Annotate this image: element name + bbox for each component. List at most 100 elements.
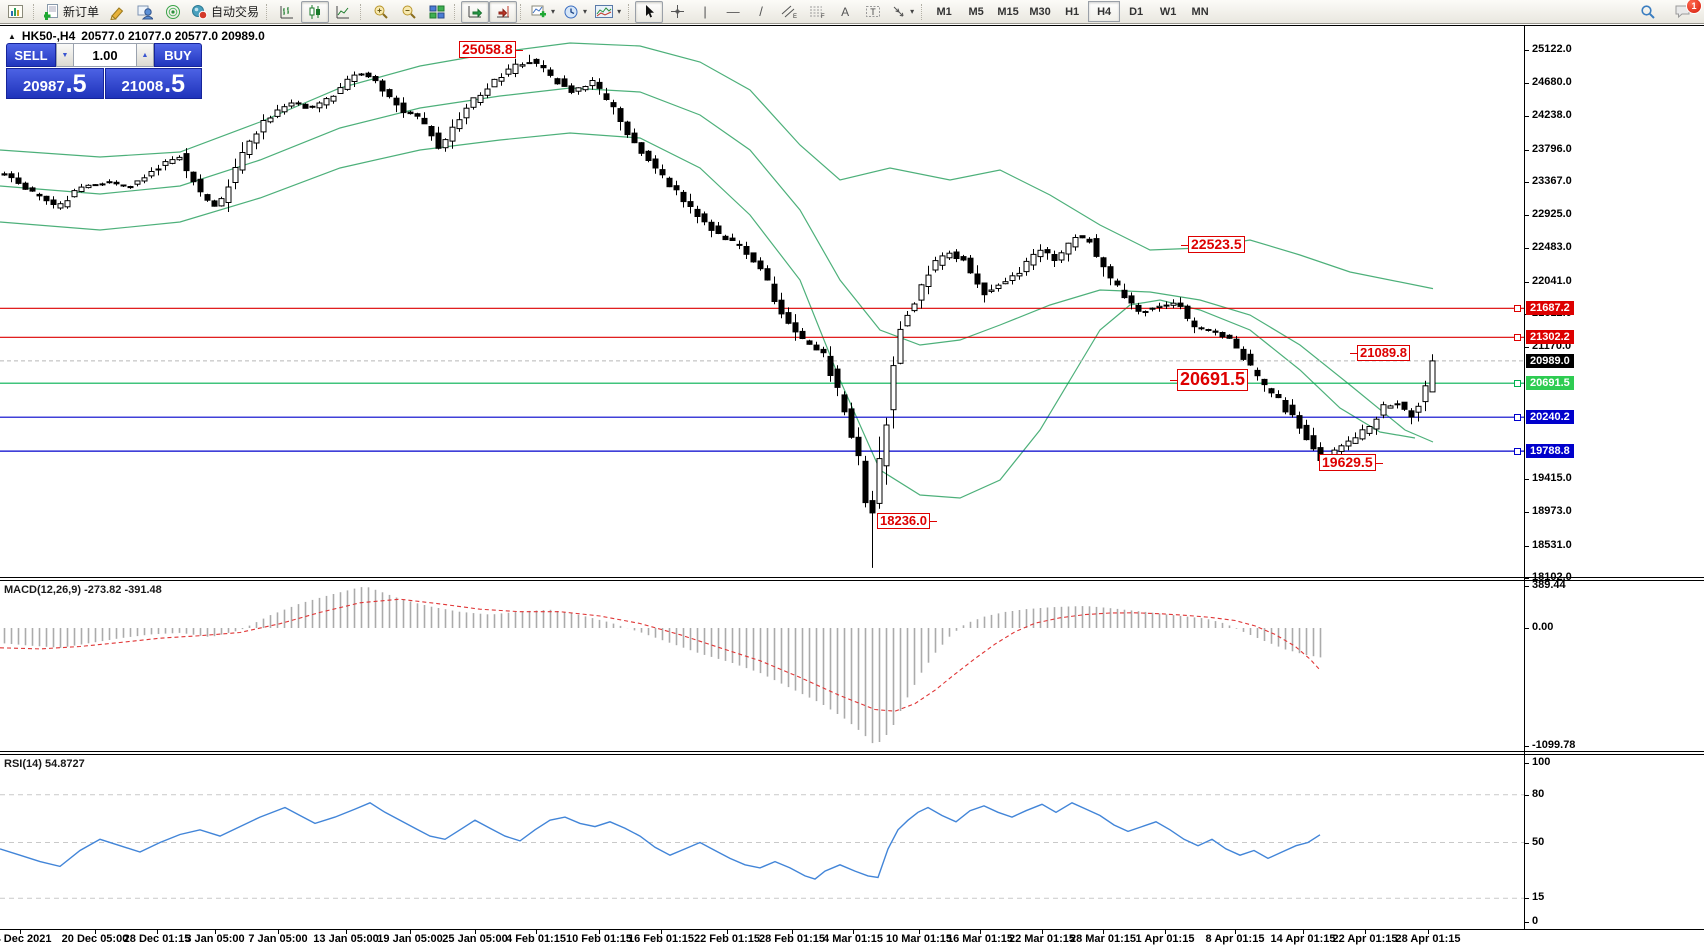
autotrade-button[interactable]: 自动交易 xyxy=(187,1,263,23)
price-axis-label: 22041.0 xyxy=(1532,275,1572,287)
time-axis-label[interactable]: 10 Mar 01:15 xyxy=(885,933,953,945)
chart-price-label[interactable]: 22523.5 xyxy=(1188,236,1245,254)
macd-histogram xyxy=(3,587,1322,744)
time-axis-label[interactable]: 19 Jan 05:00 xyxy=(377,933,443,945)
time-axis-label[interactable]: 4 Mar 01:15 xyxy=(823,933,883,945)
horizontal-line-tool-button[interactable]: — xyxy=(719,1,747,23)
time-axis-label[interactable]: 16 Mar 01:15 xyxy=(946,933,1014,945)
chart-price-label[interactable]: 20691.5 xyxy=(1177,369,1249,391)
chart-price-label[interactable]: 25058.8 xyxy=(459,41,516,59)
timeframe-button-d1[interactable]: D1 xyxy=(1129,5,1144,18)
periods-button[interactable]: ▾ xyxy=(559,1,591,23)
cursor-tool-button[interactable] xyxy=(635,0,664,23)
trendline-tool-button[interactable]: / xyxy=(747,1,775,23)
buy-price[interactable]: 21008.5 xyxy=(104,68,202,99)
time-axis-label[interactable]: 25 Jan 05:00 xyxy=(442,933,508,945)
main-chart-canvas[interactable] xyxy=(0,25,1704,578)
rsi-axis-tick xyxy=(1524,922,1529,923)
collapse-panel-icon[interactable]: ▲ xyxy=(8,31,16,41)
volume-input[interactable] xyxy=(74,43,136,67)
time-axis-label[interactable]: 14 Dec 2021 xyxy=(0,933,52,945)
time-axis-label[interactable]: 22 Apr 01:15 xyxy=(1332,933,1398,945)
time-axis-label[interactable]: 14 Apr 01:15 xyxy=(1270,933,1336,945)
time-axis-label[interactable]: 13 Jan 05:00 xyxy=(313,933,379,945)
time-axis-label[interactable]: 20 Dec 05:00 xyxy=(61,933,129,945)
sell-price[interactable]: 20987.5 xyxy=(6,68,104,99)
macd-signal-line xyxy=(0,598,1321,712)
indicators-button[interactable]: ▾ xyxy=(527,1,559,23)
brush-icon xyxy=(110,6,124,20)
label-tool-button[interactable]: T xyxy=(859,1,887,23)
time-axis-label[interactable]: 22 Mar 01:15 xyxy=(1008,933,1076,945)
time-axis-label[interactable]: 3 Jan 05:00 xyxy=(185,933,245,945)
time-axis-tick xyxy=(599,930,600,934)
time-axis-tick xyxy=(20,930,21,934)
toolbar-separator xyxy=(921,3,925,20)
search-button[interactable] xyxy=(1634,1,1662,23)
time-axis-label[interactable]: 28 Apr 01:15 xyxy=(1395,933,1461,945)
auto-scroll-button[interactable] xyxy=(461,0,490,23)
fibonacci-tool-button[interactable]: F xyxy=(803,1,831,23)
volume-up-button[interactable]: ▲ xyxy=(136,43,154,67)
time-axis-label[interactable]: 28 Mar 01:15 xyxy=(1069,933,1137,945)
rsi-separator-bottom[interactable] xyxy=(0,754,1704,755)
notifications-button[interactable]: 1 xyxy=(1668,0,1702,23)
tile-windows-button[interactable] xyxy=(423,1,451,23)
timeframe-button-mn[interactable]: MN xyxy=(1191,5,1209,18)
chart-shift-button[interactable] xyxy=(489,0,518,23)
chart-price-label[interactable]: 19629.5 xyxy=(1319,454,1376,472)
sell-button[interactable]: SELL xyxy=(6,43,56,67)
signals-button[interactable] xyxy=(159,1,187,23)
buy-button[interactable]: BUY xyxy=(154,43,202,67)
time-axis-label[interactable]: 10 Feb 01:15 xyxy=(565,933,633,945)
time-axis-label[interactable]: 22 Feb 01:15 xyxy=(693,933,761,945)
vertical-line-tool-button[interactable]: | xyxy=(691,1,719,23)
macd-separator-top[interactable] xyxy=(0,577,1704,578)
timeframe-button-m30[interactable]: M30 xyxy=(1029,5,1051,18)
time-axis-label[interactable]: 1 Apr 01:15 xyxy=(1135,933,1195,945)
macd-separator-bottom[interactable] xyxy=(0,580,1704,581)
zoom-in-button[interactable] xyxy=(367,1,395,23)
price-axis-tick xyxy=(1524,282,1529,283)
text-label-icon: T xyxy=(866,6,881,17)
macd-axis-tick xyxy=(1524,746,1529,747)
time-axis-label[interactable]: 8 Apr 01:15 xyxy=(1205,933,1265,945)
new-order-button[interactable]: 新订单 xyxy=(40,1,103,23)
timeframe-button-m15[interactable]: M15 xyxy=(997,5,1019,18)
candle-chart-mode-button[interactable] xyxy=(301,0,330,23)
timeframe-button-m1[interactable]: M1 xyxy=(936,5,952,18)
market-watch-button[interactable] xyxy=(131,1,159,23)
volume-down-button[interactable]: ▼ xyxy=(56,43,74,67)
timeframe-button-w1[interactable]: W1 xyxy=(1159,5,1177,18)
chart-price-label[interactable]: 18236.0 xyxy=(877,513,930,530)
time-axis-label[interactable]: 28 Feb 01:15 xyxy=(758,933,826,945)
rsi-axis-tick xyxy=(1524,843,1529,844)
time-axis-label[interactable]: 4 Feb 01:15 xyxy=(506,933,566,945)
styler-button[interactable] xyxy=(103,1,131,23)
time-axis-label[interactable]: 28 Dec 01:15 xyxy=(123,933,191,945)
bar-chart-mode-button[interactable] xyxy=(273,1,301,23)
crosshair-tool-button[interactable] xyxy=(663,1,691,23)
line-chart-mode-button[interactable] xyxy=(329,1,357,23)
text-tool-button[interactable]: A xyxy=(831,1,859,23)
timeframe-button-m5[interactable]: M5 xyxy=(968,5,984,18)
macd-pane-canvas[interactable] xyxy=(0,581,1704,751)
clock-icon xyxy=(564,5,578,18)
chart-price-label[interactable]: 21089.8 xyxy=(1357,345,1410,362)
level-endpoint-marker xyxy=(1514,334,1521,341)
time-axis-label[interactable]: 16 Feb 01:15 xyxy=(627,933,695,945)
chart-shift-icon xyxy=(497,5,510,18)
channel-tool-button[interactable]: E xyxy=(775,1,803,23)
time-axis-label[interactable]: 7 Jan 05:00 xyxy=(248,933,308,945)
rsi-separator-top[interactable] xyxy=(0,751,1704,752)
timeframe-button-h1[interactable]: H1 xyxy=(1065,5,1080,18)
price-level-badge: 21302.2 xyxy=(1526,330,1574,344)
time-axis-tick xyxy=(157,930,158,934)
zoom-out-button[interactable] xyxy=(395,1,423,23)
rsi-pane-canvas[interactable] xyxy=(0,755,1704,929)
templates-button[interactable]: ▾ xyxy=(591,1,625,23)
chart-window-button[interactable] xyxy=(2,1,30,23)
arrows-tool-button[interactable]: ▾ xyxy=(887,1,918,23)
level-endpoint-marker xyxy=(1514,380,1521,387)
timeframe-button-h4[interactable]: H4 xyxy=(1088,1,1121,22)
